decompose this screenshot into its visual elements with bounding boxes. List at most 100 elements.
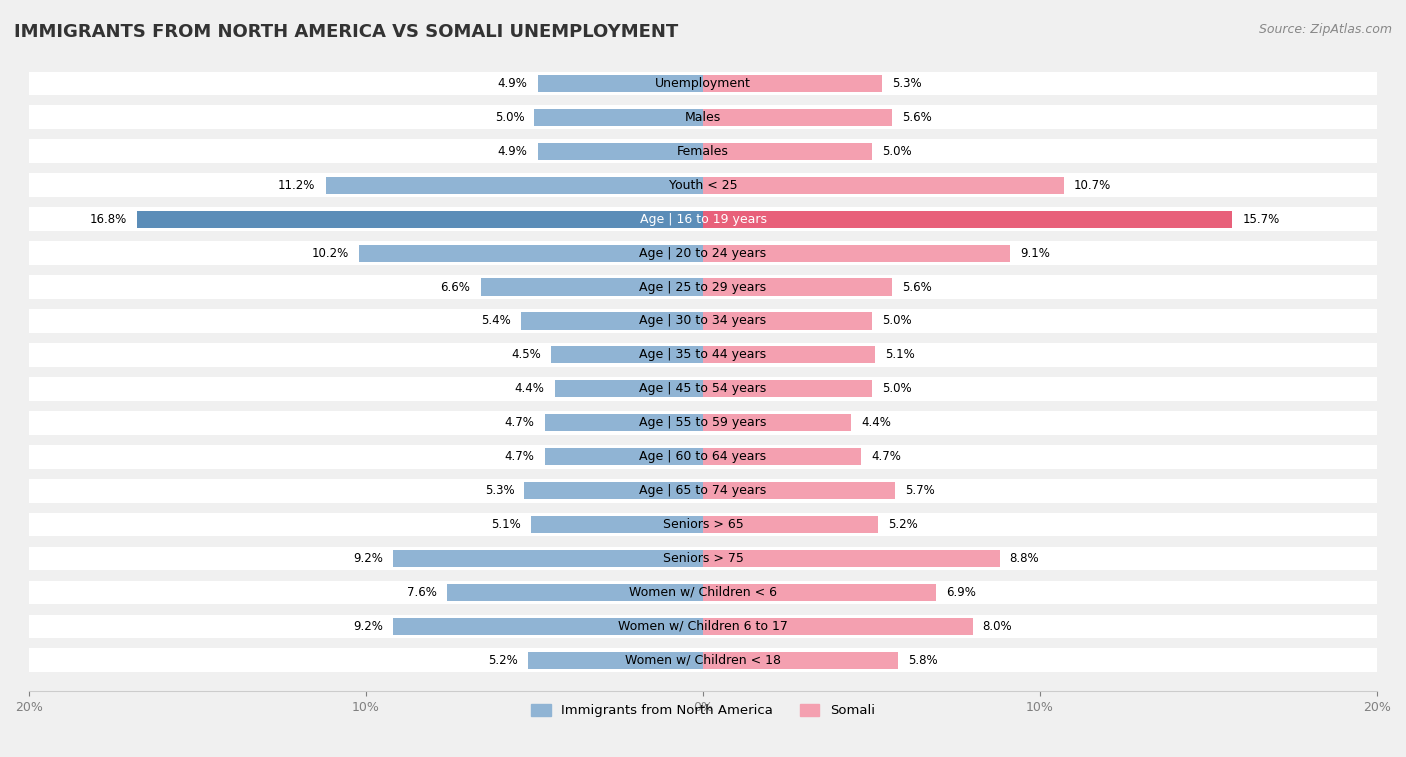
Text: 8.8%: 8.8% <box>1010 552 1039 565</box>
Text: 6.9%: 6.9% <box>946 586 976 599</box>
Text: 5.6%: 5.6% <box>901 281 932 294</box>
Text: 9.2%: 9.2% <box>353 552 382 565</box>
Text: 5.0%: 5.0% <box>882 382 911 395</box>
Text: 10.7%: 10.7% <box>1074 179 1111 192</box>
Bar <box>703 550 1000 567</box>
Bar <box>481 279 703 295</box>
Bar <box>703 516 879 533</box>
Bar <box>551 347 703 363</box>
Text: 5.4%: 5.4% <box>481 314 510 328</box>
Text: Males: Males <box>685 111 721 124</box>
Bar <box>527 652 703 669</box>
Bar <box>703 109 891 126</box>
Text: 11.2%: 11.2% <box>278 179 315 192</box>
Bar <box>392 550 703 567</box>
Text: 4.9%: 4.9% <box>498 77 527 90</box>
Text: Age | 60 to 64 years: Age | 60 to 64 years <box>640 450 766 463</box>
Bar <box>524 482 703 499</box>
Text: 8.0%: 8.0% <box>983 620 1012 633</box>
Text: Age | 35 to 44 years: Age | 35 to 44 years <box>640 348 766 361</box>
Text: 6.6%: 6.6% <box>440 281 471 294</box>
Text: 4.7%: 4.7% <box>505 416 534 429</box>
Text: 5.0%: 5.0% <box>882 145 911 157</box>
Bar <box>30 207 1376 231</box>
Bar <box>30 377 1376 400</box>
Bar <box>703 448 862 466</box>
Text: 9.1%: 9.1% <box>1019 247 1050 260</box>
Bar <box>30 411 1376 435</box>
Bar <box>538 143 703 160</box>
Bar <box>30 71 1376 95</box>
Text: Age | 20 to 24 years: Age | 20 to 24 years <box>640 247 766 260</box>
Text: Age | 55 to 59 years: Age | 55 to 59 years <box>640 416 766 429</box>
Text: Women w/ Children 6 to 17: Women w/ Children 6 to 17 <box>619 620 787 633</box>
Bar <box>703 414 851 431</box>
Bar <box>30 275 1376 299</box>
Text: Women w/ Children < 6: Women w/ Children < 6 <box>628 586 778 599</box>
Bar <box>703 210 1232 228</box>
Text: Seniors > 75: Seniors > 75 <box>662 552 744 565</box>
Bar <box>326 176 703 194</box>
Bar <box>703 313 872 329</box>
Bar <box>447 584 703 601</box>
Bar <box>30 241 1376 265</box>
Text: Age | 30 to 34 years: Age | 30 to 34 years <box>640 314 766 328</box>
Text: 5.3%: 5.3% <box>485 484 515 497</box>
Bar <box>30 139 1376 164</box>
Text: 5.1%: 5.1% <box>884 348 915 361</box>
Bar <box>30 547 1376 571</box>
Text: 10.2%: 10.2% <box>312 247 349 260</box>
Bar <box>544 448 703 466</box>
Bar <box>703 347 875 363</box>
Bar <box>703 482 896 499</box>
Bar <box>392 618 703 635</box>
Bar <box>30 309 1376 333</box>
Bar <box>703 75 882 92</box>
Bar <box>703 279 891 295</box>
Text: Youth < 25: Youth < 25 <box>669 179 737 192</box>
Text: 5.1%: 5.1% <box>491 518 522 531</box>
Text: 5.6%: 5.6% <box>901 111 932 124</box>
Bar <box>30 445 1376 469</box>
Text: 4.9%: 4.9% <box>498 145 527 157</box>
Text: Age | 65 to 74 years: Age | 65 to 74 years <box>640 484 766 497</box>
Text: 5.8%: 5.8% <box>908 654 938 667</box>
Bar <box>30 512 1376 537</box>
Text: 4.7%: 4.7% <box>872 450 901 463</box>
Text: 4.4%: 4.4% <box>862 416 891 429</box>
Bar <box>703 143 872 160</box>
Legend: Immigrants from North America, Somali: Immigrants from North America, Somali <box>526 699 880 723</box>
Text: Age | 25 to 29 years: Age | 25 to 29 years <box>640 281 766 294</box>
Text: 16.8%: 16.8% <box>90 213 127 226</box>
Text: 4.5%: 4.5% <box>512 348 541 361</box>
Text: 5.7%: 5.7% <box>905 484 935 497</box>
Text: Seniors > 65: Seniors > 65 <box>662 518 744 531</box>
Text: Source: ZipAtlas.com: Source: ZipAtlas.com <box>1258 23 1392 36</box>
Text: 4.7%: 4.7% <box>505 450 534 463</box>
Text: 5.2%: 5.2% <box>889 518 918 531</box>
Bar <box>703 652 898 669</box>
Text: 5.3%: 5.3% <box>891 77 921 90</box>
Bar <box>30 343 1376 367</box>
Bar <box>555 380 703 397</box>
Bar <box>703 584 935 601</box>
Text: Women w/ Children < 18: Women w/ Children < 18 <box>626 654 780 667</box>
Text: IMMIGRANTS FROM NORTH AMERICA VS SOMALI UNEMPLOYMENT: IMMIGRANTS FROM NORTH AMERICA VS SOMALI … <box>14 23 678 41</box>
Text: 15.7%: 15.7% <box>1243 213 1279 226</box>
Bar <box>136 210 703 228</box>
Bar <box>30 581 1376 604</box>
Text: Age | 16 to 19 years: Age | 16 to 19 years <box>640 213 766 226</box>
Text: Unemployment: Unemployment <box>655 77 751 90</box>
Bar <box>703 176 1063 194</box>
Bar <box>531 516 703 533</box>
Text: 5.2%: 5.2% <box>488 654 517 667</box>
Text: 7.6%: 7.6% <box>406 586 437 599</box>
Bar <box>30 105 1376 129</box>
Bar <box>30 173 1376 197</box>
Bar <box>544 414 703 431</box>
Bar <box>703 245 1010 262</box>
Text: 4.4%: 4.4% <box>515 382 544 395</box>
Bar <box>359 245 703 262</box>
Bar <box>703 380 872 397</box>
Bar <box>30 615 1376 638</box>
